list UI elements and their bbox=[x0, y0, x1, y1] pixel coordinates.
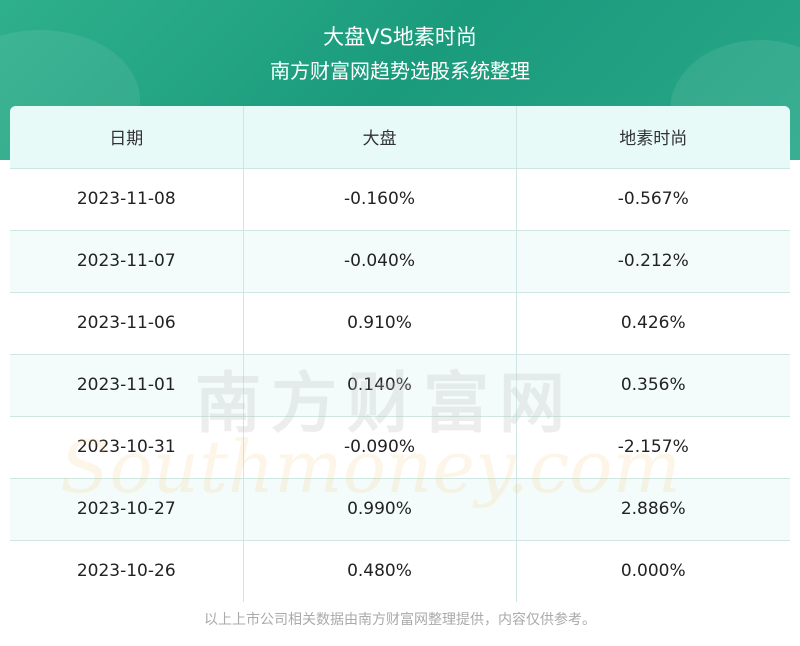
table-header-row: 日期 大盘 地素时尚 bbox=[10, 106, 790, 169]
cell-stock: 0.356% bbox=[516, 354, 790, 417]
table-row: 2023-10-27 0.990% 2.886% bbox=[10, 478, 790, 541]
data-table-container: 日期 大盘 地素时尚 2023-11-08 -0.160% -0.567% 20… bbox=[10, 106, 790, 602]
cell-stock: -2.157% bbox=[516, 416, 790, 479]
cell-stock: 0.000% bbox=[516, 540, 790, 602]
cell-date: 2023-10-31 bbox=[10, 416, 244, 479]
cell-date: 2023-10-27 bbox=[10, 478, 244, 541]
footer-disclaimer: 以上上市公司相关数据由南方财富网整理提供，内容仅供参考。 bbox=[204, 612, 596, 628]
table-row: 2023-11-08 -0.160% -0.567% bbox=[10, 168, 790, 231]
cell-stock: -0.567% bbox=[516, 168, 790, 231]
cell-market: -0.090% bbox=[243, 416, 517, 479]
table-row: 2023-10-31 -0.090% -2.157% bbox=[10, 416, 790, 479]
table-row: 2023-11-06 0.910% 0.426% bbox=[10, 292, 790, 355]
comparison-table: 日期 大盘 地素时尚 2023-11-08 -0.160% -0.567% 20… bbox=[10, 106, 790, 602]
cell-stock: 0.426% bbox=[516, 292, 790, 355]
table-row: 2023-11-01 0.140% 0.356% bbox=[10, 354, 790, 417]
cell-date: 2023-11-06 bbox=[10, 292, 244, 355]
cell-market: 0.910% bbox=[243, 292, 517, 355]
table-row: 2023-10-26 0.480% 0.000% bbox=[10, 540, 790, 602]
cell-date: 2023-11-01 bbox=[10, 354, 244, 417]
cell-stock: 2.886% bbox=[516, 478, 790, 541]
cell-market: -0.160% bbox=[243, 168, 517, 231]
column-header-date: 日期 bbox=[10, 106, 244, 169]
cell-market: -0.040% bbox=[243, 230, 517, 293]
column-header-stock: 地素时尚 bbox=[516, 106, 790, 169]
cell-market: 0.990% bbox=[243, 478, 517, 541]
page-title: 大盘VS地素时尚 bbox=[323, 25, 477, 49]
page-subtitle: 南方财富网趋势选股系统整理 bbox=[270, 59, 530, 83]
cell-date: 2023-11-07 bbox=[10, 230, 244, 293]
cell-market: 0.480% bbox=[243, 540, 517, 602]
cell-stock: -0.212% bbox=[516, 230, 790, 293]
cell-date: 2023-10-26 bbox=[10, 540, 244, 602]
table-row: 2023-11-07 -0.040% -0.212% bbox=[10, 230, 790, 293]
cell-market: 0.140% bbox=[243, 354, 517, 417]
cell-date: 2023-11-08 bbox=[10, 168, 244, 231]
column-header-market: 大盘 bbox=[243, 106, 517, 169]
